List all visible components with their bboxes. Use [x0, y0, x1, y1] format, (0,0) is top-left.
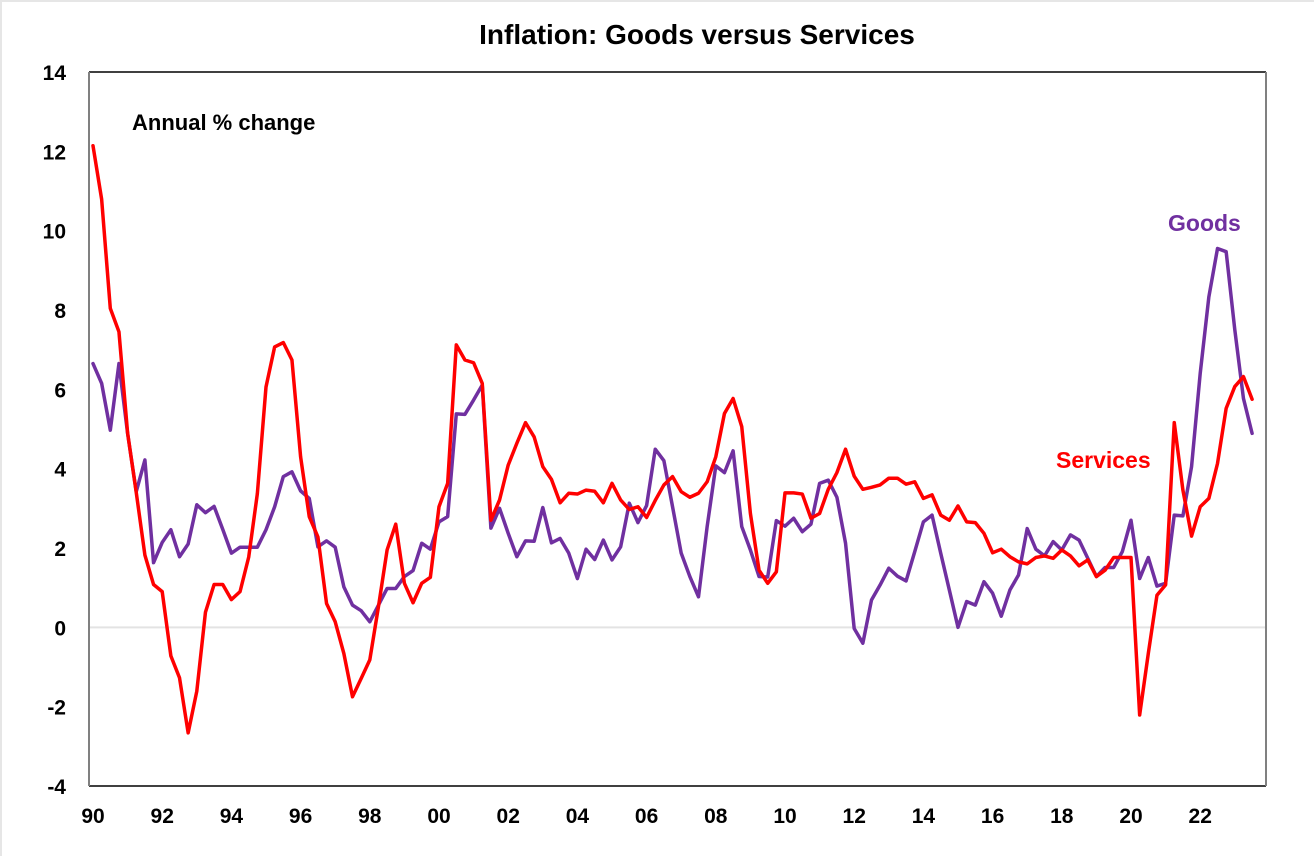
y-tick-label: 2 — [54, 538, 66, 561]
x-tick-label: 12 — [843, 805, 866, 828]
x-tick-label: 94 — [220, 805, 244, 828]
y-tick-label: -2 — [47, 697, 66, 720]
series-layer — [91, 144, 1254, 735]
chart-title: Inflation: Goods versus Services — [479, 19, 915, 50]
legend-label-services: Services — [1056, 447, 1151, 473]
y-tick-label: 12 — [43, 141, 66, 164]
x-tick-label: 92 — [151, 805, 174, 828]
y-tick-label: 6 — [54, 379, 66, 402]
x-tick-label: 14 — [912, 805, 936, 828]
y-tick-label: 0 — [54, 617, 66, 640]
x-tick-label: 00 — [427, 805, 450, 828]
plot-background — [89, 72, 1266, 786]
y-tick-label: 8 — [54, 300, 66, 323]
units-annotation: Annual % change — [132, 110, 315, 135]
x-tick-label: 02 — [497, 805, 520, 828]
y-tick-label: -4 — [47, 776, 66, 799]
y-axis-ticks: -4 -2 0 2 4 6 8 10 12 14 — [43, 62, 67, 799]
x-tick-label: 98 — [358, 805, 382, 828]
y-tick-label: 4 — [54, 459, 66, 482]
x-tick-label: 96 — [289, 805, 312, 828]
legend-label-goods: Goods — [1168, 210, 1241, 236]
x-tick-label: 22 — [1189, 805, 1212, 828]
x-tick-label: 90 — [81, 805, 104, 828]
x-tick-label: 10 — [773, 805, 796, 828]
x-tick-label: 16 — [981, 805, 1004, 828]
y-tick-label: 14 — [43, 62, 67, 85]
y-tick-label: 10 — [43, 221, 66, 244]
x-tick-label: 18 — [1050, 805, 1074, 828]
plot-frame — [88, 71, 1267, 787]
series-line-goods — [91, 246, 1254, 645]
x-tick-label: 06 — [635, 805, 658, 828]
x-tick-label: 04 — [566, 805, 590, 828]
x-tick-label: 08 — [704, 805, 728, 828]
x-tick-label: 20 — [1119, 805, 1142, 828]
x-axis-ticks: 90 92 94 96 98 00 02 04 06 08 10 12 14 16 18 20 22 — [81, 805, 1212, 828]
plot-area — [89, 72, 1266, 786]
series-line-services — [91, 144, 1254, 735]
